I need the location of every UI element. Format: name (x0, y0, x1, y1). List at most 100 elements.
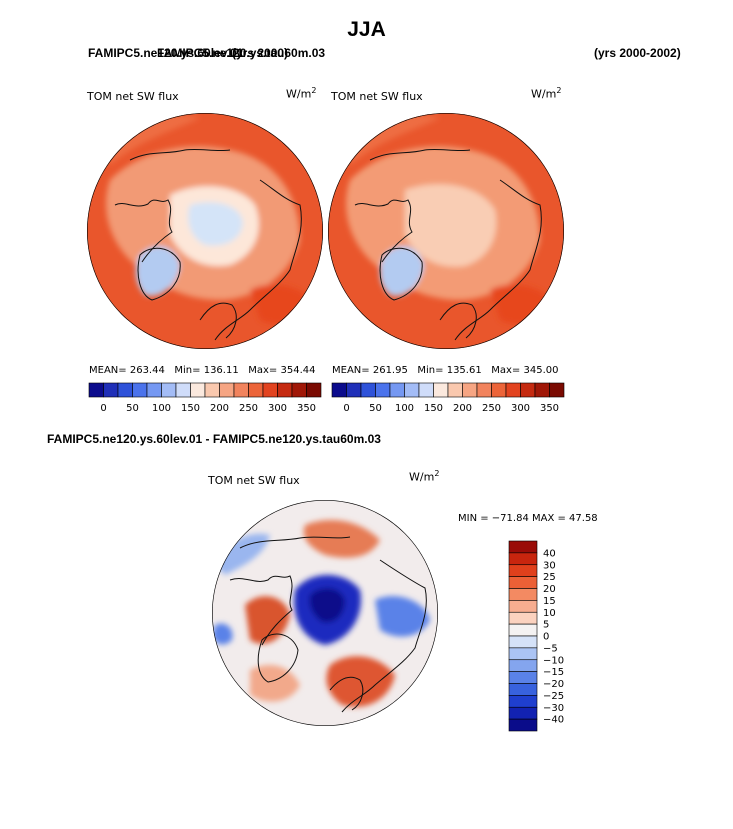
colorbar-cell (331, 382, 347, 398)
panel3-title: TOM net SW flux (208, 474, 300, 487)
panel3-west-cool (212, 623, 233, 645)
panel1-colorbar: 0 50 100 150 200 250 300 350 (88, 382, 322, 414)
panel2-arctic-pale (405, 184, 497, 267)
colorbar-cell (508, 611, 538, 625)
panel1-unit: W/m2 (286, 86, 317, 101)
panel1-title: TOM net SW flux (87, 90, 179, 103)
colorbar-cell (190, 382, 206, 398)
colorbar-cell (389, 382, 405, 398)
colorbar-tick-label: −15 (543, 667, 564, 678)
colorbar-tick-label: 50 (126, 403, 139, 414)
panel3-warm-patch (250, 665, 300, 702)
left-case-years: (yrs 2000) (232, 46, 289, 60)
colorbar-tick-label: 0 (100, 403, 106, 414)
colorbar-cell (508, 659, 538, 672)
panel3-arctic-core (309, 588, 345, 623)
colorbar-cell (508, 540, 538, 554)
colorbar-tick-label: 40 (543, 548, 556, 559)
colorbar-cell (508, 706, 538, 720)
panel1-greenland-ice (135, 246, 180, 296)
colorbar-tick-label: 20 (543, 584, 556, 595)
colorbar-cell (508, 588, 538, 601)
panel2-stats: MEAN= 261.95 Min= 135.61 Max= 345.00 (332, 365, 559, 376)
panel3-coastlines (229, 536, 427, 713)
colorbar-tick-label: 250 (482, 403, 501, 414)
colorbar-cell (520, 382, 536, 398)
panel2-greenland-ice (379, 246, 424, 296)
colorbar-cell (233, 382, 249, 398)
colorbar-tick-label: 25 (543, 572, 556, 583)
colorbar-cell (346, 382, 362, 398)
colorbar-tick-label: −5 (543, 643, 558, 654)
colorbar-tick-label: 30 (543, 560, 556, 571)
colorbar-tick-label: 10 (543, 608, 556, 619)
colorbar-tick-label: −10 (543, 655, 564, 666)
panel3-siberia-warm (303, 520, 380, 558)
figure-title: JJA (347, 18, 386, 41)
colorbar-cell (117, 382, 133, 398)
panel3-unit: W/m2 (409, 469, 440, 484)
colorbar-cell (508, 695, 538, 708)
colorbar-cell (508, 718, 538, 732)
colorbar-tick-label: −20 (543, 679, 564, 690)
colorbar-cell (508, 623, 538, 637)
colorbar-tick-label: 250 (239, 403, 258, 414)
colorbar-cell (103, 382, 119, 398)
colorbar-cell (277, 382, 293, 398)
panel3-stats: MIN = −71.84 MAX = 47.58 (458, 513, 598, 524)
colorbar-tick-label: 100 (395, 403, 414, 414)
colorbar-cell (534, 382, 550, 398)
colorbar-cell (306, 382, 322, 398)
colorbar-cell (219, 382, 235, 398)
colorbar-cell (291, 382, 307, 398)
colorbar-cell (505, 382, 521, 398)
colorbar-tick-label: 300 (511, 403, 530, 414)
panel1-arctic-ice (188, 202, 243, 246)
colorbar-tick-label: 300 (268, 403, 287, 414)
panel3-atlantic-cool (375, 596, 430, 637)
colorbar-cell (433, 382, 449, 398)
colorbar-tick-label: −40 (543, 715, 564, 726)
colorbar-tick-label: −30 (543, 703, 564, 714)
panel3-canada-warm (245, 596, 290, 644)
panel2-colorbar: 0 50 100 150 200 250 300 350 (331, 382, 565, 414)
colorbar-cell (476, 382, 492, 398)
colorbar-cell (375, 382, 391, 398)
colorbar-tick-label: 0 (343, 403, 349, 414)
difference-title: FAMIPC5.ne120.ys.60lev.01 - FAMIPC5.ne12… (47, 432, 381, 446)
colorbar-cell (462, 382, 478, 398)
map-panel-2 (328, 113, 564, 349)
panel1-stats: MEAN= 263.44 Min= 136.11 Max= 354.44 (89, 365, 316, 376)
colorbar-cell (508, 564, 538, 577)
colorbar-cell (418, 382, 434, 398)
colorbar-cell (491, 382, 507, 398)
colorbar-tick-label: 100 (152, 403, 171, 414)
colorbar-tick-label: 50 (369, 403, 382, 414)
colorbar-tick-label: 0 (543, 632, 549, 643)
colorbar-tick-label: 350 (297, 403, 316, 414)
colorbar-cell (88, 382, 104, 398)
left-case-name-a: FAMIPC5.ne120.ys.60lev.01 (88, 46, 244, 60)
colorbar-cell (146, 382, 162, 398)
right-case-years: (yrs 2000-2002) (594, 46, 681, 60)
left-case-name-b: FAMIPC5.ne120.ys.tau60m.03 (157, 46, 326, 60)
panel2-coastlines (354, 148, 542, 341)
colorbar-tick-label: 5 (543, 620, 549, 631)
colorbar-cell (508, 576, 538, 589)
colorbar-cell (404, 382, 420, 398)
colorbar-cell (360, 382, 376, 398)
colorbar-tick-label: −25 (543, 691, 564, 702)
colorbar-cell (248, 382, 264, 398)
colorbar-cell (161, 382, 177, 398)
colorbar-tick-label: 150 (424, 403, 443, 414)
panel1-coastlines (114, 148, 302, 341)
colorbar-cell (508, 552, 538, 566)
colorbar-cell (508, 635, 538, 649)
colorbar-tick-label: 200 (453, 403, 472, 414)
colorbar-cell (508, 600, 538, 613)
colorbar-cell (447, 382, 463, 398)
map-panel-3 (212, 500, 438, 726)
colorbar-tick-label: 150 (181, 403, 200, 414)
